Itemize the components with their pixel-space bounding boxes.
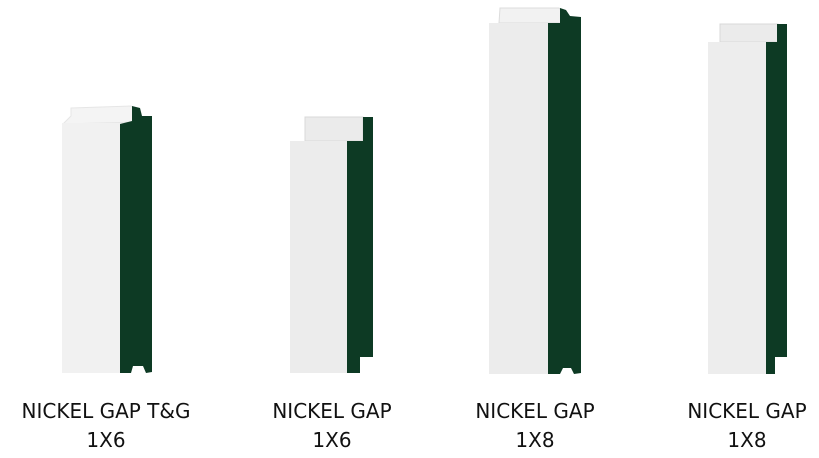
label-profile-2: NICKEL GAP 1X6 xyxy=(222,397,442,455)
profile-1-face xyxy=(62,123,123,373)
label-profile-3: NICKEL GAP 1X8 xyxy=(425,397,645,455)
label-profile-4: NICKEL GAP 1X8 xyxy=(637,397,819,455)
profile-4-face xyxy=(708,42,769,374)
label-profile-4-name: NICKEL GAP xyxy=(687,399,807,423)
label-profile-2-size: 1X6 xyxy=(312,428,352,452)
label-profile-3-size: 1X8 xyxy=(515,428,555,452)
profile-4-back xyxy=(766,24,787,374)
label-profile-4-size: 1X8 xyxy=(727,428,767,452)
profile-3-back xyxy=(548,8,581,374)
label-profile-1-name: NICKEL GAP T&G xyxy=(21,399,191,423)
profile-2-back xyxy=(347,117,373,373)
profile-3-face xyxy=(489,23,550,374)
label-profile-1-size: 1X6 xyxy=(86,428,126,452)
label-profile-3-name: NICKEL GAP xyxy=(475,399,595,423)
profile-2-lip xyxy=(304,116,364,142)
label-profile-1: NICKEL GAP T&G 1X6 xyxy=(0,397,216,455)
label-profile-2-name: NICKEL GAP xyxy=(272,399,392,423)
profile-1-back xyxy=(120,106,152,373)
profile-4-lip xyxy=(719,23,779,43)
profile-2-face xyxy=(290,141,350,373)
